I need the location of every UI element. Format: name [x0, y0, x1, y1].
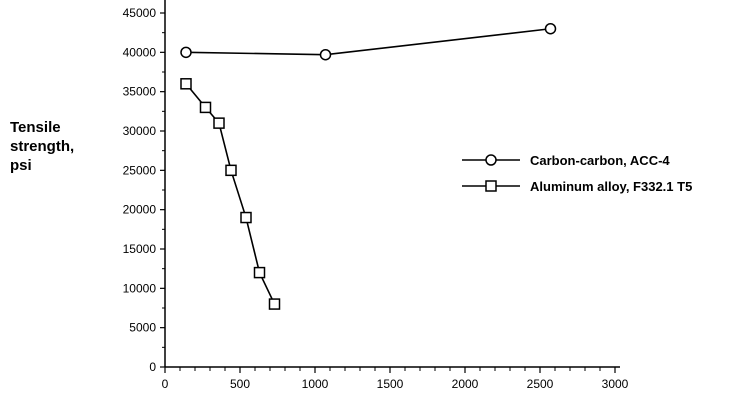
aluminum-alloy-legend-marker — [485, 180, 497, 192]
y-tick-label: 5000 — [129, 321, 156, 335]
y-tick-label: 0 — [149, 360, 156, 374]
y-axis-label-line-3: psi — [10, 157, 32, 174]
y-tick-label: 20000 — [123, 203, 157, 217]
y-tick-label: 40000 — [123, 45, 157, 59]
y-tick-label: 35000 — [123, 85, 157, 99]
carbon-carbon-legend-marker — [485, 154, 497, 166]
aluminum-alloy-data-point — [240, 211, 252, 224]
carbon-carbon-legend-label: Carbon-carbon, ACC-4 — [530, 153, 670, 168]
carbon-carbon-data-point — [180, 46, 192, 59]
aluminum-alloy-data-point — [225, 164, 237, 177]
y-tick-label: 30000 — [123, 124, 157, 138]
carbon-carbon-data-point — [319, 48, 332, 61]
y-axis-label: Tensile strength, psi — [10, 118, 74, 175]
x-tick-label: 2500 — [527, 377, 554, 391]
aluminum-alloy-data-point — [213, 117, 225, 129]
y-tick-label: 10000 — [123, 281, 157, 295]
x-tick-label: 3000 — [602, 377, 629, 391]
x-tick-label: 500 — [230, 377, 250, 391]
x-tick-label: 1000 — [302, 377, 329, 391]
y-axis-label-line-1: Tensile — [10, 119, 61, 136]
y-axis-label-line-2: strength, — [10, 138, 75, 155]
aluminum-alloy-data-point — [253, 266, 266, 279]
aluminum-alloy-data-point — [180, 78, 192, 90]
x-tick-label: 2000 — [452, 377, 479, 391]
y-tick-label: 15000 — [123, 242, 157, 256]
carbon-carbon-data-point — [544, 22, 557, 35]
aluminum-alloy-data-point — [199, 101, 212, 114]
x-tick-label: 0 — [162, 377, 169, 391]
aluminum-alloy-legend-label: Aluminum alloy, F332.1 T5 — [530, 179, 692, 194]
y-tick-label: 45000 — [123, 6, 157, 20]
y-tick-label: 25000 — [123, 163, 157, 177]
x-tick-label: 1500 — [377, 377, 404, 391]
carbon-carbon-series-line — [185, 27, 551, 56]
aluminum-alloy-data-point — [268, 298, 281, 310]
